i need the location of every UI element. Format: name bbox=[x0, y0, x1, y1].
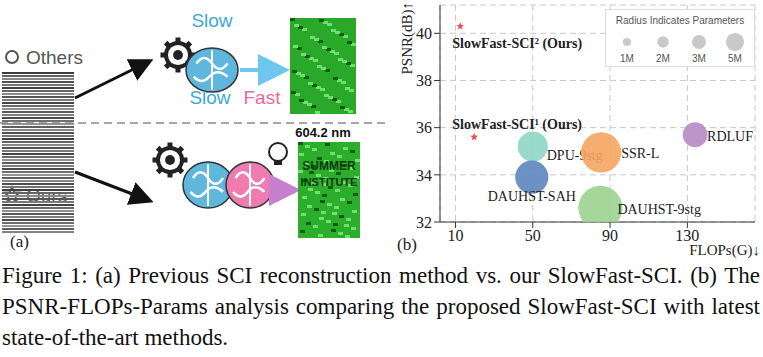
html-text:Figure 1: (a) Previous SCI rec: Figure 1: (a) Previous SCI reconstructio… bbox=[2, 263, 760, 350]
svg-text:5M: 5M bbox=[728, 53, 742, 64]
svg-text:36: 36 bbox=[416, 119, 432, 136]
svg-text:90: 90 bbox=[602, 227, 618, 244]
svg-text:DAUHST-9stg: DAUHST-9stg bbox=[617, 202, 701, 217]
svg-text:50: 50 bbox=[525, 227, 541, 244]
svg-text:Fast: Fast bbox=[244, 87, 282, 108]
svg-text:DPU-9stg: DPU-9stg bbox=[546, 147, 603, 163]
svg-text:10: 10 bbox=[447, 227, 463, 244]
svg-text:(a): (a) bbox=[10, 232, 29, 251]
svg-text:RDLUF: RDLUF bbox=[707, 129, 753, 144]
svg-text:32: 32 bbox=[416, 214, 432, 231]
svg-text:SlowFast-SCI² (Ours): SlowFast-SCI² (Ours) bbox=[452, 36, 582, 52]
svg-text:PSNR(dB)↑: PSNR(dB)↑ bbox=[399, 2, 416, 75]
svg-text:DAUHST-SAH: DAUHST-SAH bbox=[488, 189, 576, 204]
svg-text:1M: 1M bbox=[620, 53, 634, 64]
svg-text:34: 34 bbox=[416, 167, 432, 184]
svg-text:Others: Others bbox=[26, 47, 83, 68]
svg-text:INSTITUTE: INSTITUTE bbox=[301, 176, 358, 188]
svg-text:Radius Indicates Parameters: Radius Indicates Parameters bbox=[616, 15, 744, 26]
svg-text:SSR-L: SSR-L bbox=[621, 146, 659, 161]
html-text:FLOPs(G)↓: FLOPs(G)↓ bbox=[689, 242, 760, 258]
svg-text:SUMMER: SUMMER bbox=[302, 159, 356, 173]
html-text:(b): (b) bbox=[397, 235, 417, 254]
svg-text:40: 40 bbox=[416, 25, 432, 42]
svg-text:3M: 3M bbox=[692, 53, 706, 64]
svg-text:2M: 2M bbox=[656, 53, 670, 64]
svg-text:604.2 nm: 604.2 nm bbox=[295, 125, 351, 140]
svg-text:SlowFast-SCI¹ (Ours): SlowFast-SCI¹ (Ours) bbox=[452, 117, 582, 133]
svg-text:Slow: Slow bbox=[191, 10, 232, 31]
svg-text:Slow: Slow bbox=[189, 87, 230, 108]
svg-text:130: 130 bbox=[675, 227, 699, 244]
svg-text:38: 38 bbox=[416, 72, 432, 89]
